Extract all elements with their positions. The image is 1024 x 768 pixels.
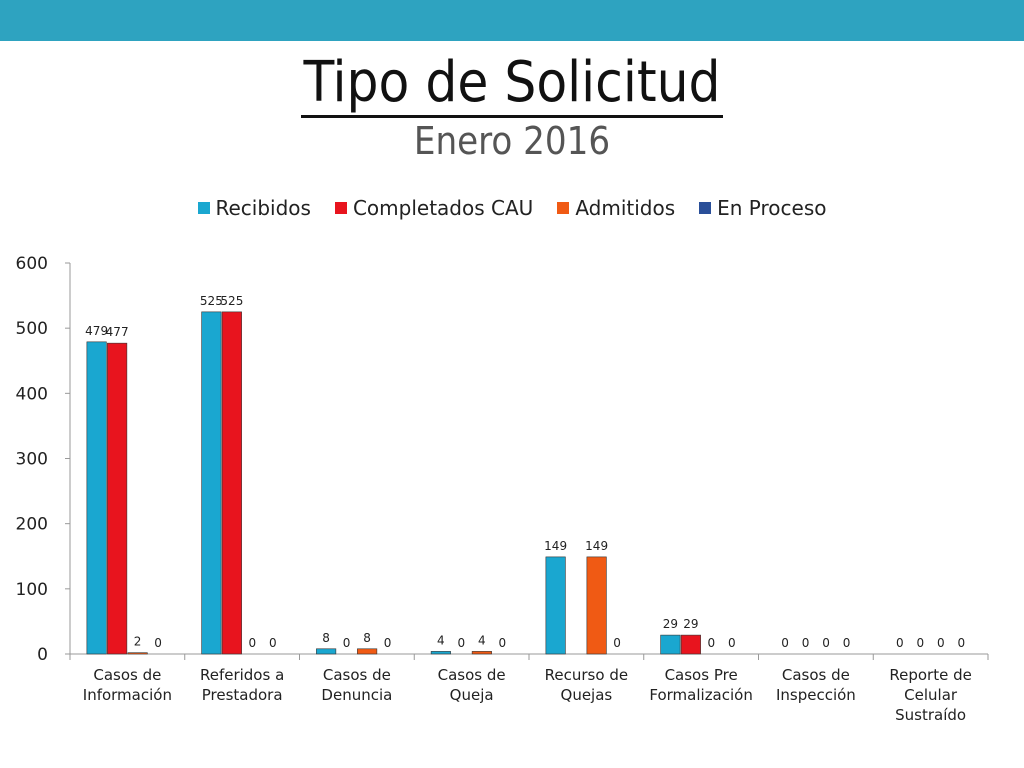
data-label: 0 — [269, 636, 277, 650]
data-label: 0 — [843, 636, 851, 650]
data-label: 4 — [437, 633, 445, 647]
data-label: 0 — [958, 636, 966, 650]
data-label: 0 — [917, 636, 925, 650]
legend-swatch — [334, 201, 347, 214]
legend-label: Completados CAU — [352, 196, 534, 220]
data-label: 0 — [728, 636, 736, 650]
bar-admitidos — [586, 556, 607, 655]
data-label: 0 — [384, 636, 392, 650]
data-label: 0 — [896, 636, 904, 650]
legend-item-4: En Proceso — [699, 194, 827, 222]
legend-swatch — [557, 201, 570, 214]
legend-swatch — [197, 201, 210, 214]
data-label: 0 — [154, 636, 162, 650]
category-label: Referidos a Prestadora — [200, 666, 284, 704]
data-label: 525 — [220, 294, 243, 308]
data-label: 8 — [363, 631, 371, 645]
data-label: 2 — [134, 635, 142, 649]
legend-label: Recibidos — [215, 196, 311, 220]
category-label: Casos de Información — [83, 666, 172, 704]
bar-recibidos — [430, 651, 451, 655]
y-tick-label: 500 — [16, 319, 48, 339]
category-label: Casos de Queja — [438, 666, 506, 704]
bar-admitidos — [357, 648, 378, 655]
data-label: 149 — [585, 539, 608, 553]
y-tick-label: 300 — [16, 450, 48, 470]
data-label: 0 — [249, 636, 257, 650]
data-label: 0 — [937, 636, 945, 650]
bar-admitidos — [127, 652, 148, 655]
data-label: 0 — [613, 636, 621, 650]
bar-completados-cau — [221, 311, 242, 655]
data-label: 29 — [663, 617, 678, 631]
data-label: 479 — [85, 324, 108, 338]
y-tick-label: 200 — [16, 515, 48, 535]
legend-label: Admitidos — [575, 196, 676, 220]
category-label: Casos Pre Formalización — [649, 666, 752, 704]
data-label: 0 — [499, 636, 507, 650]
data-label: 0 — [781, 636, 789, 650]
data-label: 29 — [683, 617, 698, 631]
slide-title: Tipo de Solicitud — [0, 48, 1024, 118]
data-label: 149 — [544, 539, 567, 553]
legend-label: En Proceso — [717, 196, 827, 220]
chart-legend: Recibidos Completados CAU Admitidos En Proc… — [0, 194, 1024, 222]
data-label: 4 — [478, 633, 486, 647]
data-label: 0 — [822, 636, 830, 650]
slide-subtitle: Enero 2016 — [413, 119, 611, 163]
bar-recibidos — [660, 634, 681, 655]
data-label: 0 — [458, 636, 466, 650]
legend-item-1: Recibidos — [197, 194, 311, 222]
y-tick-label: 0 — [37, 645, 48, 665]
bar-completados-cau — [680, 634, 701, 655]
category-label: Recurso de Quejas — [545, 666, 628, 704]
bar-recibidos — [201, 311, 222, 655]
legend-item-3: Admitidos — [557, 194, 675, 222]
bar-completados-cau — [107, 342, 128, 655]
top-accent-bar — [0, 0, 1024, 41]
legend-item-2: Completados CAU — [334, 194, 534, 222]
y-tick-label: 600 — [16, 254, 48, 274]
data-label: 525 — [200, 294, 223, 308]
slide-title-text: Tipo de Solicitud — [301, 50, 723, 118]
data-label: 0 — [343, 636, 351, 650]
data-label: 477 — [106, 325, 129, 339]
data-label: 8 — [322, 631, 330, 645]
category-label: Casos de Denuncia — [321, 666, 392, 704]
category-label: Casos de Inspección — [776, 666, 856, 704]
bar-recibidos — [86, 341, 107, 655]
bar-recibidos — [316, 648, 337, 655]
y-tick-label: 100 — [16, 580, 48, 600]
bar-admitidos — [471, 651, 492, 655]
bar-recibidos — [545, 556, 566, 655]
y-tick-label: 400 — [16, 384, 48, 404]
data-label: 0 — [708, 636, 716, 650]
category-label: Reporte de Celular Sustraído — [889, 666, 971, 724]
legend-swatch — [699, 201, 712, 214]
data-label: 0 — [802, 636, 810, 650]
